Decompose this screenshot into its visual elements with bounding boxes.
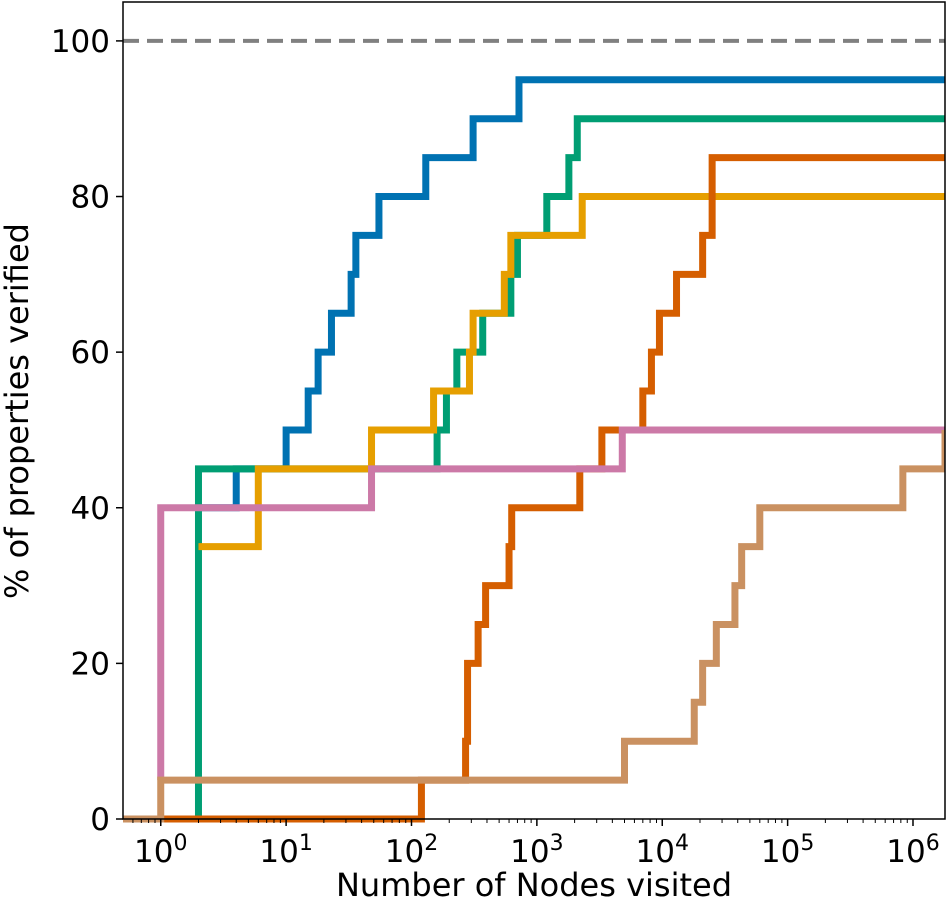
x-axis-label: Number of Nodes visited xyxy=(336,866,732,901)
x-tick-label: 102 xyxy=(385,831,438,870)
series-line-3 xyxy=(198,193,945,551)
series-line-5 xyxy=(157,426,945,781)
y-tick-label: 40 xyxy=(71,491,110,527)
y-tick-label: 60 xyxy=(71,335,110,371)
series-line-6 xyxy=(123,429,945,823)
x-tick-label: 106 xyxy=(886,831,939,870)
series-line-1 xyxy=(198,76,945,512)
y-tick-label: 20 xyxy=(71,646,110,682)
y-axis-label: % of properties verified xyxy=(0,223,36,599)
y-tick-label: 80 xyxy=(71,180,110,216)
series-layer xyxy=(123,76,945,823)
y-tick-label: 0 xyxy=(90,802,110,838)
x-tick-label: 105 xyxy=(761,831,814,870)
x-tick-label: 104 xyxy=(636,831,689,870)
x-tick-label: 103 xyxy=(510,831,563,870)
plot-frame xyxy=(122,1,946,820)
series-line-4 xyxy=(123,154,945,823)
x-tick-label: 100 xyxy=(134,831,187,870)
y-tick-label: 100 xyxy=(51,24,110,60)
x-tick-label: 101 xyxy=(259,831,312,870)
axis-layer: 0 20 40 60 80 100 100 101 102 103 104 105 106 xyxy=(51,24,940,870)
